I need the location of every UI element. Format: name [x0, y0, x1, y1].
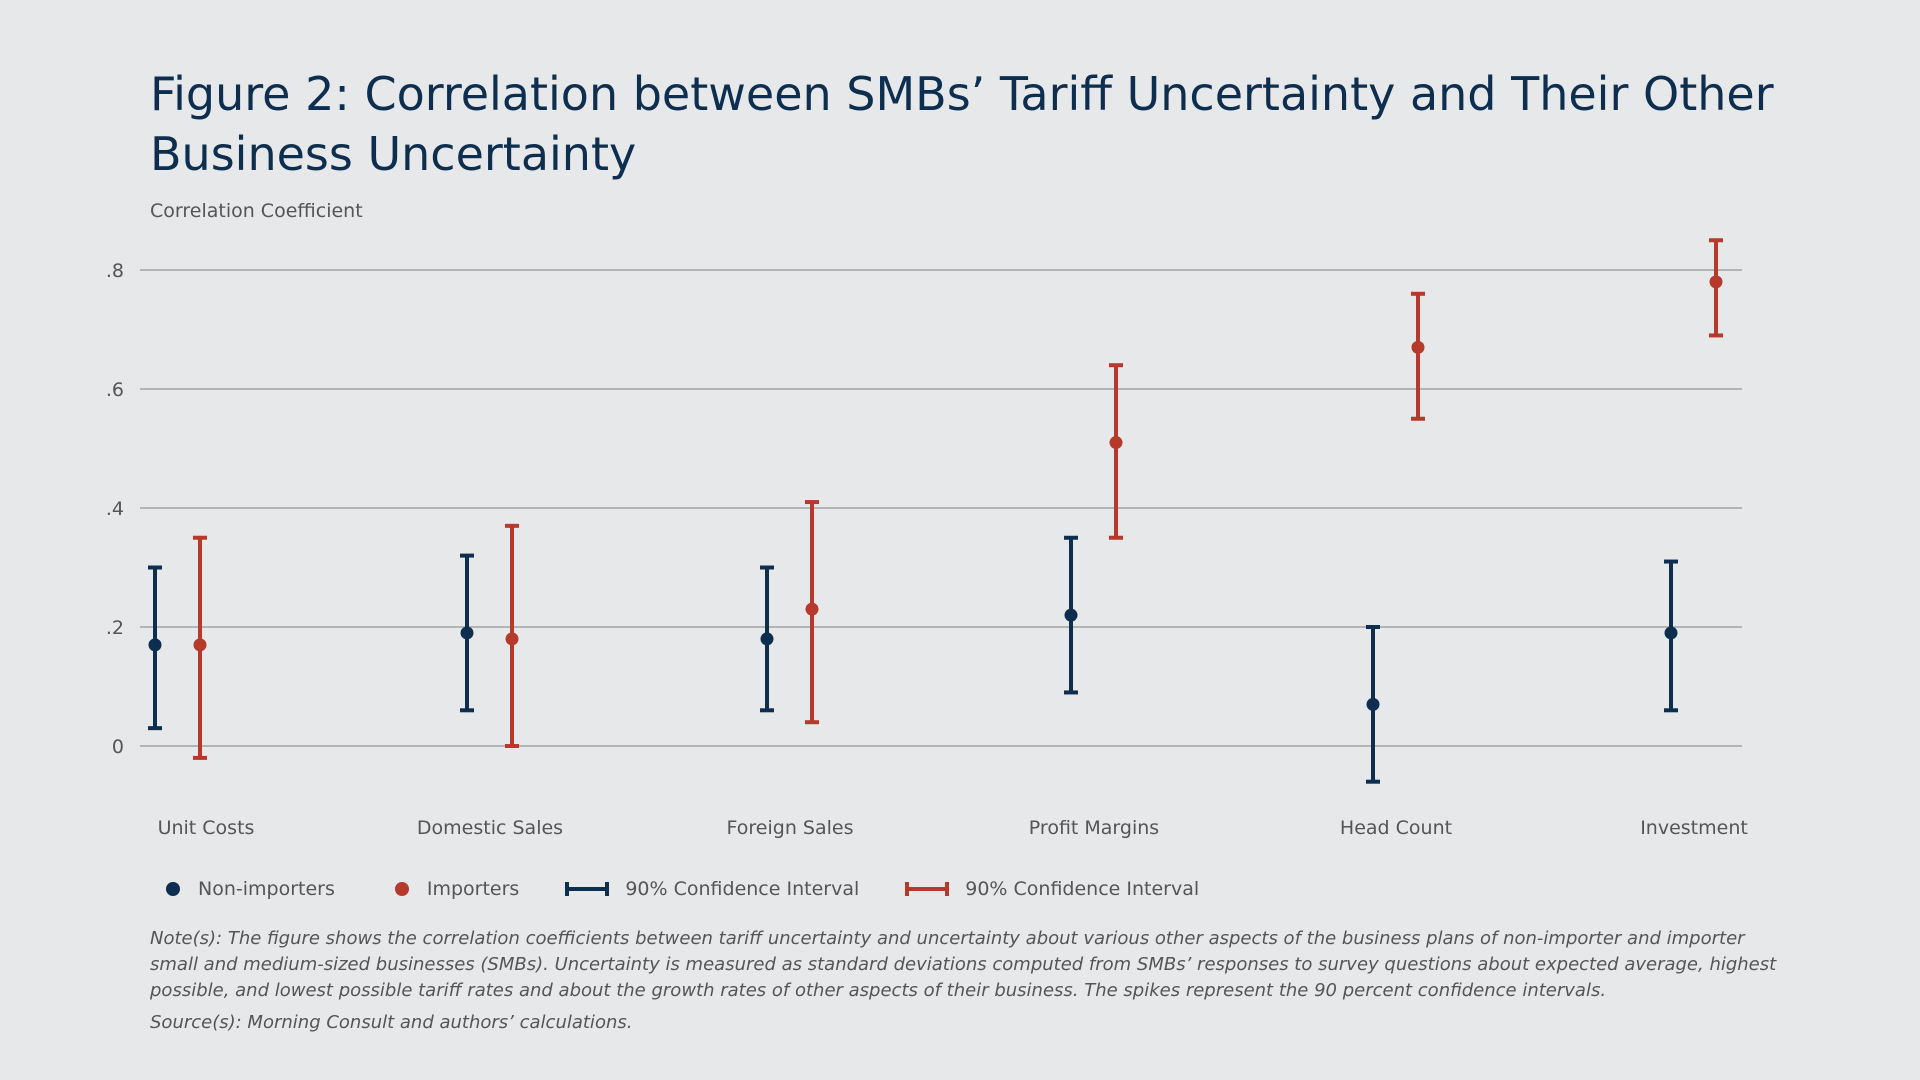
series-importers	[193, 238, 1723, 760]
data-series	[148, 238, 1723, 784]
data-point	[148, 638, 162, 652]
x-category-label: Investment	[1640, 817, 1748, 839]
chart-note: Note(s): The figure shows the correlatio…	[150, 928, 1777, 1001]
data-point	[1064, 608, 1078, 622]
legend-item: Non-importers	[150, 878, 335, 900]
x-category-label: Head Count	[1340, 817, 1452, 839]
series-non-importers	[148, 535, 1678, 784]
chart-title: Figure 2: Correlation between SMBs’ Tari…	[150, 67, 1774, 181]
data-point	[1664, 626, 1678, 640]
y-tick-label: .6	[106, 379, 124, 401]
legend-label: Non-importers	[198, 878, 335, 900]
x-category-label: Foreign Sales	[727, 817, 854, 839]
data-point	[505, 632, 519, 646]
y-tick-label: .8	[106, 260, 124, 282]
legend-label: 90% Confidence Interval	[965, 878, 1200, 900]
y-tick-label: 0	[112, 736, 124, 758]
x-category-label: Domestic Sales	[417, 817, 563, 839]
chart-source: Source(s): Morning Consult and authors’ …	[150, 1012, 633, 1033]
x-category-labels: Unit Costs Domestic Sales Foreign Sales Pro…	[158, 817, 1748, 839]
legend-dot-icon	[394, 882, 409, 896]
data-point	[1366, 697, 1380, 711]
data-point	[460, 626, 474, 640]
legend-item: 90% Confidence Interval	[563, 878, 859, 900]
legend-item: 90% Confidence Interval	[903, 878, 1199, 900]
y-axis-label: Correlation Coefficient	[150, 200, 363, 222]
legend-ci-icon	[905, 882, 950, 896]
legend-ci-icon	[565, 882, 610, 896]
legend-item: Importers	[379, 878, 519, 900]
chart: 0 .2 .4 .6 .8 Unit Costs Domestic Sales Foreig…	[106, 238, 1748, 839]
x-category-label: Unit Costs	[158, 817, 255, 839]
y-tick-label: .2	[106, 617, 124, 639]
legend-dot-icon	[166, 882, 180, 896]
y-tick-label: .4	[106, 498, 124, 520]
data-point	[193, 638, 207, 652]
gridlines	[140, 269, 1742, 747]
data-point	[1109, 436, 1123, 450]
y-tick-labels: 0 .2 .4 .6 .8	[106, 260, 124, 758]
legend: Non-importers Importers 90% Confidence Int…	[150, 872, 1243, 906]
x-category-label: Profit Margins	[1029, 817, 1159, 839]
legend-label: Importers	[426, 878, 520, 900]
data-point	[1709, 275, 1723, 289]
legend-label: 90% Confidence Interval	[625, 878, 860, 900]
data-point	[805, 602, 819, 616]
data-point	[760, 632, 774, 646]
data-point	[1411, 340, 1425, 354]
